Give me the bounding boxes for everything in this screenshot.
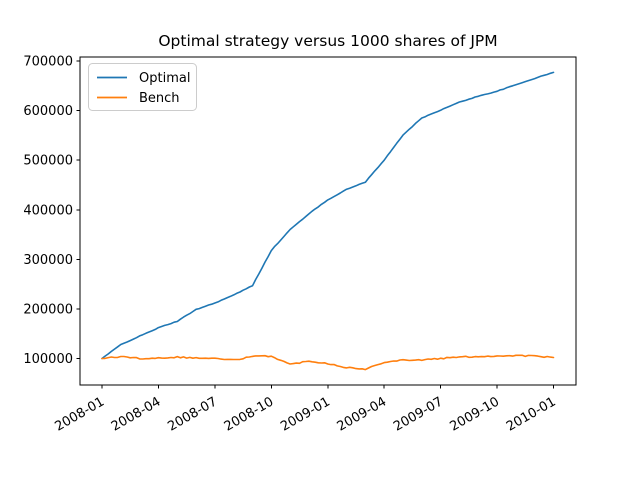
x-tick-label: 2009-01: [278, 394, 333, 434]
x-tick-label: 2008-10: [222, 394, 277, 434]
legend-label-bench: Bench: [139, 91, 180, 106]
x-tick-label: 2008-04: [109, 394, 164, 434]
x-tick-label: 2009-04: [335, 394, 390, 434]
plot-area: 100000 200000 300000 400000 500000 600000 7000…: [23, 55, 577, 435]
y-tick-label: 700000: [23, 55, 73, 70]
y-tick-label: 500000: [23, 154, 73, 169]
y-tick-label: 600000: [23, 104, 73, 119]
x-tick-label: 2009-10: [448, 394, 503, 434]
chart-title: Optimal strategy versus 1000 shares of J…: [158, 32, 497, 50]
legend-frame: [88, 63, 197, 111]
x-tick-label: 2008-01: [52, 394, 107, 434]
y-tick-label: 400000: [23, 203, 73, 218]
y-tick-label: 200000: [23, 302, 73, 317]
series-line-optimal: [101, 71, 555, 360]
series-line-bench: [101, 354, 555, 371]
y-tick-label: 300000: [23, 253, 73, 268]
y-tick-label: 100000: [23, 352, 73, 367]
x-tick-label: 2008-07: [165, 394, 220, 434]
x-tick-label: 2009-07: [391, 394, 446, 434]
legend: Optimal Bench: [88, 63, 197, 111]
legend-label-optimal: Optimal: [139, 71, 190, 86]
x-tick-label: 2010-01: [504, 394, 559, 434]
